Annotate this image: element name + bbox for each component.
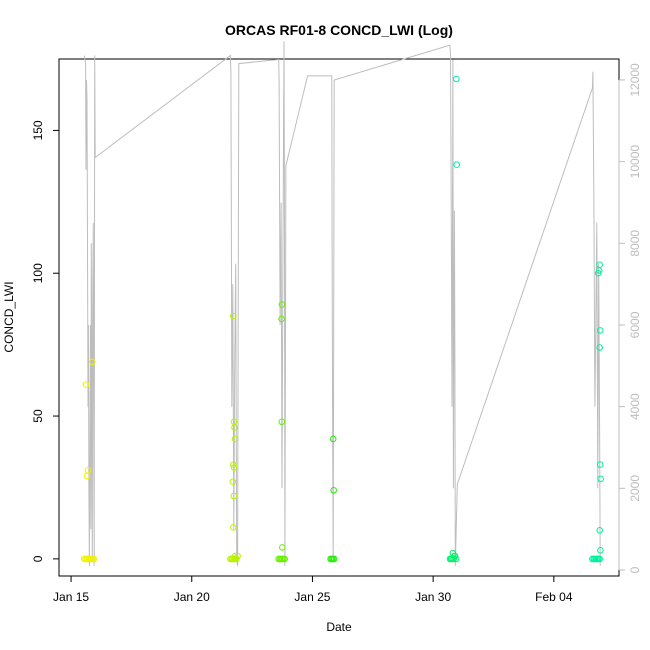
data-point-rf02 [229, 478, 237, 486]
y2-tick-label: 10000 [628, 145, 642, 179]
data-point-rf02 [231, 552, 239, 560]
y-tick-label: 0 [31, 555, 45, 562]
data-point-rf01 [89, 358, 96, 366]
data-point-rf02 [230, 464, 238, 471]
x-tick-label: Jan 15 [53, 590, 89, 604]
y2-tick-label: 12000 [628, 63, 642, 97]
data-point-rf07 [596, 344, 604, 351]
data-point-rf07 [596, 527, 604, 534]
y-axis-label: CONCD_LWI [2, 281, 16, 352]
data-point-rf04 [330, 555, 338, 563]
y-tick-label: 50 [31, 409, 45, 423]
y2-tick-label: 2000 [628, 475, 642, 502]
data-point-rf03 [278, 315, 285, 323]
x-tick-label: Feb 04 [535, 590, 573, 604]
data-point-rf07 [596, 555, 604, 563]
data-point-rf02 [230, 312, 237, 320]
data-point-rf06 [453, 75, 460, 83]
data-point-rf01 [82, 381, 90, 388]
data-point-rf03 [281, 555, 289, 563]
y-tick-label: 100 [31, 263, 45, 283]
secondary-y-axis: 0 2000 4000 6000 8000 10000 12000 [618, 63, 642, 573]
altitude-trace-layer [83, 41, 601, 566]
x-tick-label: Jan 30 [415, 590, 451, 604]
data-point-rf03 [279, 544, 286, 551]
data-point-rf02 [234, 552, 241, 560]
data-point-rf07 [596, 461, 604, 468]
data-point-rf02 [231, 435, 239, 443]
y-axis: 0 50 100 150 [31, 120, 60, 562]
x-axis-label: Date [326, 620, 352, 634]
data-point-rf02 [230, 524, 237, 531]
data-point-rf02 [230, 461, 237, 468]
data-point-rf01 [84, 467, 92, 474]
data-point-rf07 [597, 475, 605, 483]
y2-tick-label: 0 [628, 566, 642, 573]
data-point-rf04 [330, 487, 338, 494]
data-point-rf05 [451, 552, 458, 560]
data-point-rf07 [594, 269, 602, 277]
data-point-rf06 [453, 161, 461, 168]
data-point-rf07 [595, 267, 603, 274]
altitude-trace-line [83, 41, 601, 566]
data-point-rf02 [231, 424, 238, 431]
data-point-rf04 [329, 435, 337, 443]
data-point-rf07 [597, 547, 604, 554]
plot-frame [58, 58, 620, 577]
x-tick-label: Jan 25 [294, 590, 330, 604]
data-point-rf07 [596, 261, 604, 269]
y2-tick-label: 4000 [628, 393, 642, 420]
data-point-rf02 [233, 555, 240, 563]
data-point-rf03 [278, 418, 286, 426]
x-axis: Jan 15 Jan 20 Jan 25 Jan 30 Feb 04 [53, 575, 573, 604]
data-points-layer [81, 75, 605, 563]
data-point-rf07 [596, 327, 604, 334]
y-tick-label: 150 [31, 120, 45, 140]
chart-title: ORCAS RF01-8 CONCD_LWI (Log) [225, 22, 453, 38]
data-point-rf01 [90, 555, 98, 563]
y2-tick-label: 8000 [628, 230, 642, 257]
data-point-rf02 [230, 492, 238, 500]
y2-tick-label: 6000 [628, 311, 642, 338]
x-tick-label: Jan 20 [174, 590, 210, 604]
data-point-rf03 [278, 301, 286, 308]
